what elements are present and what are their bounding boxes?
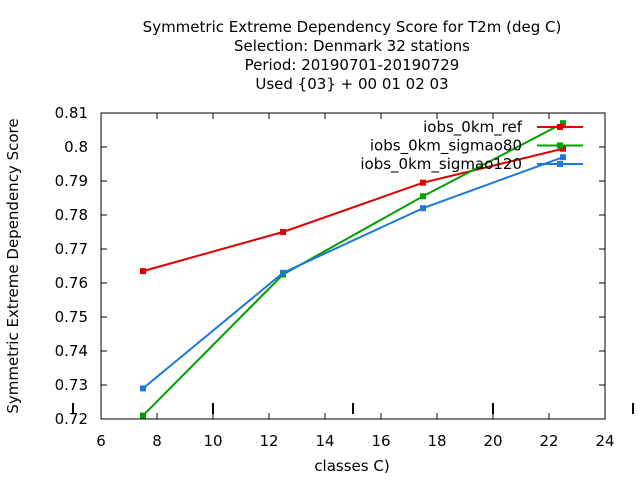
title-line-4: Used {03} + 00 01 02 03 — [255, 75, 448, 93]
data-point — [420, 205, 426, 212]
series-line — [142, 147, 564, 273]
title-line-1: Symmetric Extreme Dependency Score for T… — [143, 18, 562, 36]
y-axis: 0.72 0.73 0.74 0.75 0.76 0.77 0.78 0.79 0.8 0.81 — [55, 104, 605, 428]
y-tick-label: 0.76 — [55, 274, 88, 292]
x-tick-label: 8 — [152, 432, 162, 450]
legend: iobs_0km_refiobs_0km_sigmao80iobs_0km_si… — [360, 118, 583, 174]
legend-label: iobs_0km_ref — [423, 118, 523, 137]
y-tick-label: 0.78 — [55, 206, 88, 224]
legend-label: iobs_0km_sigmao80 — [370, 137, 522, 156]
x-tick-label: 10 — [203, 432, 222, 450]
chart-title: Symmetric Extreme Dependency Score for T… — [143, 18, 562, 93]
x-tick-label: 12 — [259, 432, 278, 450]
title-line-3: Period: 20190701-20190729 — [245, 56, 460, 74]
x-tick-label: 20 — [483, 432, 502, 450]
y-axis-label: Symmetric Extreme Dependency Score — [4, 118, 22, 413]
x-axis-label: classes C) — [314, 457, 389, 475]
y-tick-label: 0.75 — [55, 308, 88, 326]
series-layer — [140, 120, 566, 419]
series-line — [142, 156, 564, 390]
legend-swatch-marker — [557, 124, 563, 130]
title-line-2: Selection: Denmark 32 stations — [234, 37, 470, 55]
y-tick-label: 0.72 — [55, 410, 88, 428]
series-line — [142, 122, 564, 417]
stray-tick-marks — [72, 403, 634, 414]
x-tick-label: 6 — [96, 432, 106, 450]
data-point — [560, 120, 566, 127]
y-tick-label: 0.81 — [55, 104, 88, 122]
x-tick-label: 22 — [539, 432, 558, 450]
data-point — [560, 145, 566, 152]
data-point — [140, 268, 146, 275]
data-point — [280, 229, 286, 235]
data-point — [420, 179, 426, 186]
data-point — [280, 269, 286, 276]
y-tick-label: 0.73 — [55, 376, 88, 394]
y-tick-label: 0.79 — [55, 172, 88, 190]
x-tick-label: 16 — [371, 432, 390, 450]
y-tick-label: 0.77 — [55, 240, 88, 258]
x-axis: 6 8 10 12 14 16 18 20 22 24 — [96, 113, 615, 450]
data-point — [140, 385, 146, 392]
legend-label: iobs_0km_sigmao120 — [360, 155, 522, 174]
legend-swatch-marker — [557, 142, 563, 149]
series-iobs_0km_sigmao120 — [140, 154, 566, 392]
x-tick-label: 24 — [595, 432, 614, 450]
data-point — [560, 154, 566, 161]
x-tick-label: 14 — [315, 432, 334, 450]
y-tick-label: 0.74 — [55, 342, 88, 360]
plot-frame — [100, 112, 606, 420]
series-iobs_0km_ref — [140, 145, 566, 275]
legend-swatch-marker — [557, 161, 563, 167]
x-tick-label: 18 — [427, 432, 446, 450]
y-tick-label: 0.8 — [64, 138, 88, 156]
data-point — [420, 193, 426, 200]
data-point — [140, 412, 146, 419]
